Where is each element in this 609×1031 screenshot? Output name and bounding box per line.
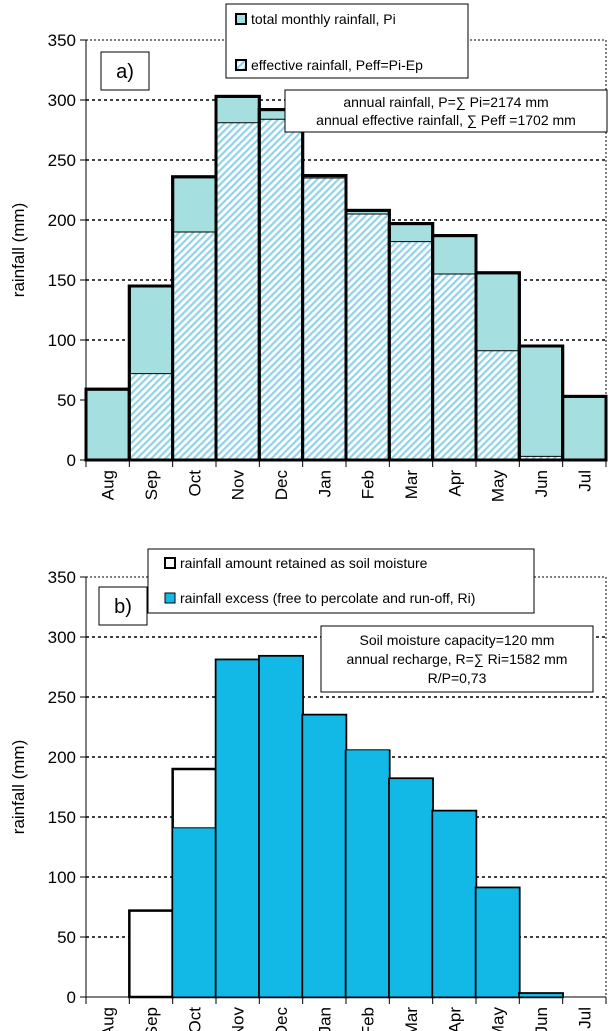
legend-swatch-rainfall-excess — [164, 592, 176, 604]
bar-total-rainfall — [561, 394, 608, 462]
x-tick-labels-b: Aug Sep Oct Nov Dec Jan Feb Mar Apr May Jun Jul — [99, 1007, 595, 1031]
bar-effective-rainfall — [260, 119, 302, 459]
legend-label-soil-moisture: rainfall amount retained as soil moistur… — [180, 555, 428, 571]
axes-a — [80, 39, 607, 467]
annotation-line-b-2: annual recharge, R=∑ Ri=1582 mm — [347, 651, 568, 667]
x-tick-label: Mar — [402, 1007, 421, 1031]
chart-panel-a: 0 50 100 150 200 250 300 350 Aug Sep Oct Nov Dec Jan… — [9, 3, 608, 503]
bar-effective-rainfall — [174, 232, 215, 459]
legend-swatch-total-rainfall — [235, 13, 247, 25]
bar-total-rainfall — [517, 344, 565, 462]
bar-effective-rainfall — [434, 274, 475, 459]
bar-rainfall-excess — [518, 992, 564, 998]
x-tick-label: Oct — [185, 470, 204, 497]
y-tick-label: 0 — [67, 451, 76, 470]
y-tick-label: 150 — [48, 271, 76, 290]
x-tick-label: Jun — [532, 1007, 551, 1031]
x-tick-label: Sep — [142, 1007, 161, 1031]
y-tick-label: 50 — [57, 391, 76, 410]
y-tick-label: 100 — [48, 331, 76, 350]
x-tick-label: Dec — [272, 470, 291, 501]
bar-rainfall-excess — [172, 827, 217, 998]
annotation-line-b-3: R/P=0,73 — [428, 670, 487, 686]
x-tick-label: Apr — [445, 470, 464, 497]
panel-tag-box-a — [100, 51, 150, 91]
y-tick-label: 0 — [67, 988, 76, 1007]
x-tick-label: Dec — [272, 1007, 291, 1031]
y-axis-label-a: rainfall (mm) — [9, 203, 28, 297]
legend-b — [147, 548, 535, 614]
legend-a — [225, 3, 469, 79]
annotation-box-b — [320, 625, 594, 693]
y-tick-label: 350 — [48, 568, 76, 587]
bar-rainfall-excess — [345, 749, 390, 998]
x-tick-label: Apr — [445, 1007, 464, 1031]
y-tick-label: 200 — [48, 748, 76, 767]
y-tick-label: 100 — [48, 868, 76, 887]
annotation-line-a-2: annual effective rainfall, ∑ Peff =1702 … — [316, 112, 576, 128]
bar-effective-rainfall — [390, 241, 432, 459]
legend-label-rainfall-excess: rainfall excess (free to percolate and r… — [180, 590, 475, 606]
x-tick-label: Nov — [229, 470, 248, 501]
bar-rainfall-excess — [475, 887, 520, 998]
y-axis-label-b: rainfall (mm) — [9, 740, 28, 834]
x-tick-label: Aug — [99, 1007, 118, 1031]
annotation-line-b-1: Soil moisture capacity=120 mm — [360, 632, 555, 648]
panel-tag-a: a) — [116, 61, 134, 83]
panel-tag-box-b — [98, 586, 148, 626]
x-tick-label: Jul — [575, 1007, 594, 1029]
legend-swatch-effective-rainfall — [235, 59, 247, 71]
bar-total-rainfall — [84, 387, 131, 462]
x-tick-label: Mar — [402, 470, 421, 500]
bar-rainfall-excess — [388, 778, 434, 998]
bar-effective-rainfall — [347, 214, 388, 459]
x-tick-label: May — [489, 1007, 508, 1031]
x-tick-label: May — [489, 470, 508, 503]
bar-rainfall-excess — [215, 659, 260, 998]
x-tick-label: Sep — [142, 470, 161, 500]
x-tick-label: Jul — [575, 470, 594, 492]
bar-effective-rainfall — [477, 350, 518, 459]
bar-effective-rainfall — [130, 373, 172, 459]
x-tick-label: Feb — [359, 1007, 378, 1031]
x-tick-label: Feb — [359, 470, 378, 499]
bar-effective-rainfall — [304, 178, 345, 459]
bars-b — [128, 654, 564, 999]
bar-rainfall-excess — [302, 714, 347, 998]
x-tick-label: Aug — [99, 470, 118, 500]
y-tick-labels-b: 0 50 100 150 200 250 300 350 — [48, 568, 76, 1007]
y-tick-label: 250 — [48, 688, 76, 707]
x-tick-label: Jun — [532, 470, 551, 497]
bars-a — [84, 94, 608, 462]
legend-label-total-rainfall: total monthly rainfall, Pi — [251, 11, 396, 27]
y-tick-label: 50 — [57, 928, 76, 947]
x-tick-label: Nov — [229, 1007, 248, 1031]
legend-label-effective-rainfall: effective rainfall, Peff=Pi-Ep — [251, 57, 423, 73]
y-tick-label: 350 — [48, 31, 76, 50]
annotation-box-a — [284, 89, 608, 133]
x-tick-label: Oct — [185, 1007, 204, 1031]
x-tick-label: Jan — [315, 470, 334, 497]
bar-rainfall-excess — [258, 655, 304, 998]
bar-effective-rainfall — [217, 122, 258, 459]
x-tick-label: Jan — [315, 1007, 334, 1031]
axes-b — [80, 576, 607, 1004]
y-tick-labels-a: 0 50 100 150 200 250 300 350 — [48, 31, 76, 470]
annotation-line-a-1: annual rainfall, P=∑ Pi=2174 mm — [343, 94, 548, 110]
y-tick-label: 200 — [48, 211, 76, 230]
bar-rainfall-excess — [432, 810, 477, 998]
chart-panel-b: 0 50 100 150 200 250 300 350 Aug Sep Oct Nov Dec Jan… — [9, 548, 607, 1031]
y-tick-label: 300 — [48, 628, 76, 647]
legend-swatch-soil-moisture — [164, 557, 176, 569]
x-tick-labels-a: Aug Sep Oct Nov Dec Jan Feb Mar Apr May Jun Jul — [99, 470, 595, 503]
y-tick-label: 300 — [48, 91, 76, 110]
y-tick-label: 150 — [48, 808, 76, 827]
y-tick-label: 250 — [48, 151, 76, 170]
bar-effective-rainfall — [520, 456, 562, 459]
panel-tag-b: b) — [114, 596, 132, 618]
bar-soil-moisture — [128, 909, 174, 999]
